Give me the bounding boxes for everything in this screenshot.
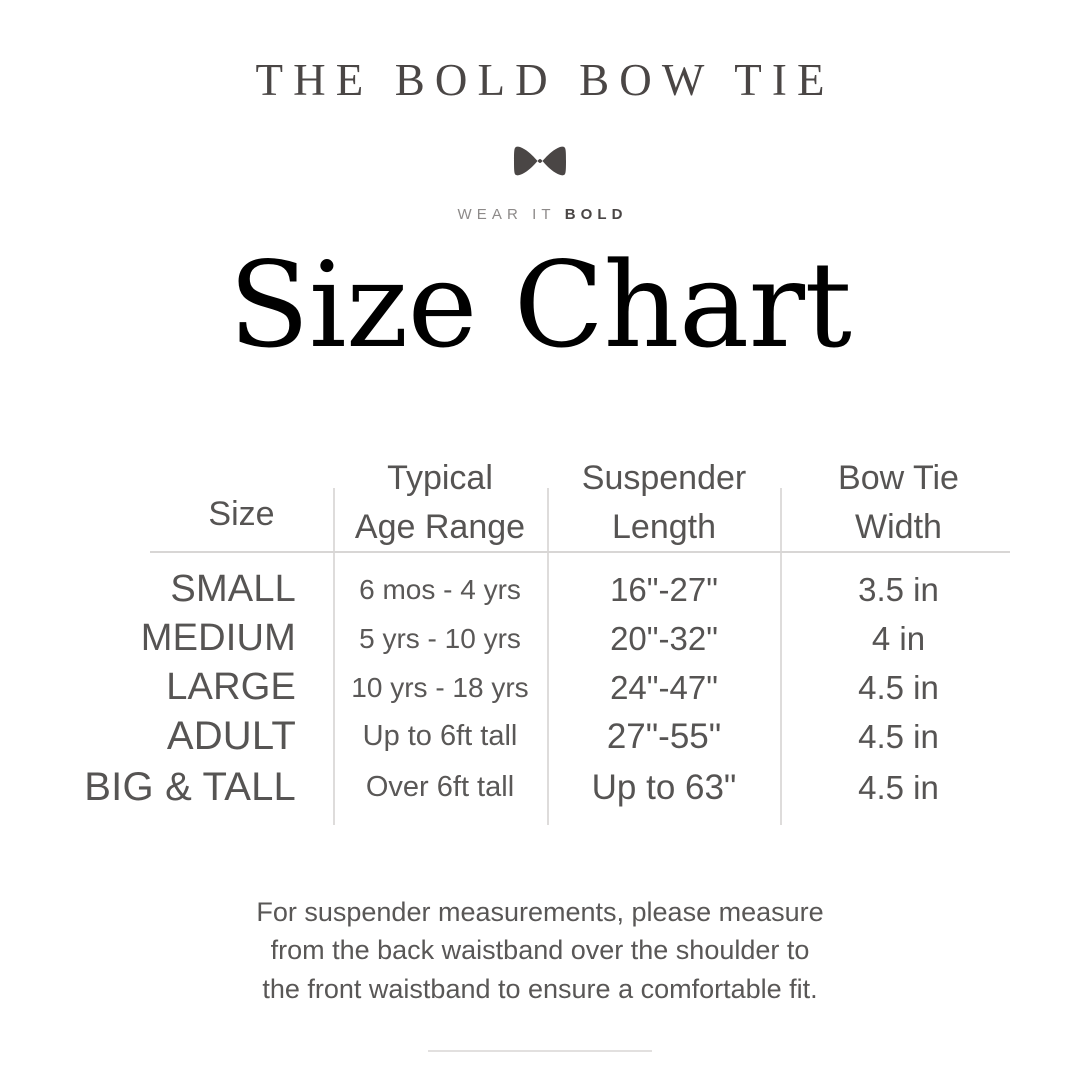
footnote-line-3: the front waistband to ensure a comforta… <box>262 973 818 1004</box>
column-header-bow-tie-width: Bow Tie Width <box>838 459 959 546</box>
cell-size: LARGE <box>166 666 296 708</box>
bowtie-icon <box>514 146 566 176</box>
cell-age-range: 6 mos - 4 yrs <box>359 574 521 605</box>
tagline-bold: BOLD <box>564 206 628 223</box>
cell-suspender-length: Up to 63" <box>591 768 737 807</box>
column-divider-2 <box>547 488 549 825</box>
cell-bow-tie-width: 4 in <box>871 620 926 657</box>
table-row: BIG & TALL Over 6ft tall Up to 63" 4.5 i… <box>0 763 1080 814</box>
column-header-suspender-length: Suspender Length <box>581 459 747 546</box>
cell-bow-tie-width: 4.5 in <box>858 669 939 706</box>
cell-bow-tie-width: 3.5 in <box>858 571 939 608</box>
table-row: LARGE 10 yrs - 18 yrs 24"-47" 4.5 in <box>0 663 1080 712</box>
column-divider-3 <box>780 488 782 825</box>
table-row: MEDIUM 5 yrs - 10 yrs 20"-32" 4 in <box>0 614 1080 663</box>
cell-age-range: Over 6ft tall <box>365 771 515 803</box>
cell-age-range: 5 yrs - 10 yrs <box>359 623 521 654</box>
footnote-line-2: from the back waistband over the shoulde… <box>270 935 810 966</box>
table-row: SMALL 6 mos - 4 yrs 16"-27" 3.5 in <box>0 565 1080 614</box>
cell-bow-tie-width: 4.5 in <box>858 769 939 806</box>
header-rule <box>150 551 1010 553</box>
table-body: SMALL 6 mos - 4 yrs 16"-27" 3.5 in MEDIU… <box>0 565 1080 814</box>
cell-age-range: 10 yrs - 18 yrs <box>351 672 529 703</box>
table-header-row: Size Typical Age Range Suspender Length … <box>0 440 1080 551</box>
footnote-line-1: For suspender measurements, please measu… <box>256 897 824 927</box>
brand-title: THE BOLD BOW TIE <box>255 55 835 105</box>
cell-size: BIG & TALL <box>84 765 296 809</box>
cell-suspender-length: 24"-47" <box>610 669 718 706</box>
cell-age-range: Up to 6ft tall <box>362 720 518 752</box>
size-table: Size Typical Age Range Suspender Length … <box>0 440 1080 840</box>
cell-size: SMALL <box>170 568 296 610</box>
cell-size: ADULT <box>166 714 296 758</box>
bottom-divider <box>428 1050 652 1052</box>
cell-size: MEDIUM <box>140 617 296 659</box>
cell-suspender-length: 27"-55" <box>606 717 722 756</box>
column-header-size: Size <box>208 495 275 533</box>
footnote: For suspender measurements, please measu… <box>0 893 1080 1008</box>
table-row: ADULT Up to 6ft tall 27"-55" 4.5 in <box>0 712 1080 763</box>
cell-suspender-length: 16"-27" <box>610 571 718 608</box>
tagline-light: WEAR IT <box>457 206 565 223</box>
cell-suspender-length: 20"-32" <box>610 620 718 657</box>
column-header-age-range: Typical Age Range <box>354 459 526 546</box>
brand-header: THE BOLD BOW TIE WEAR IT BOLD <box>0 0 1080 223</box>
brand-tagline: WEAR IT BOLD <box>0 207 1080 222</box>
cell-bow-tie-width: 4.5 in <box>858 718 939 755</box>
page-title: Size Chart <box>228 236 852 374</box>
column-divider-1 <box>333 488 335 825</box>
